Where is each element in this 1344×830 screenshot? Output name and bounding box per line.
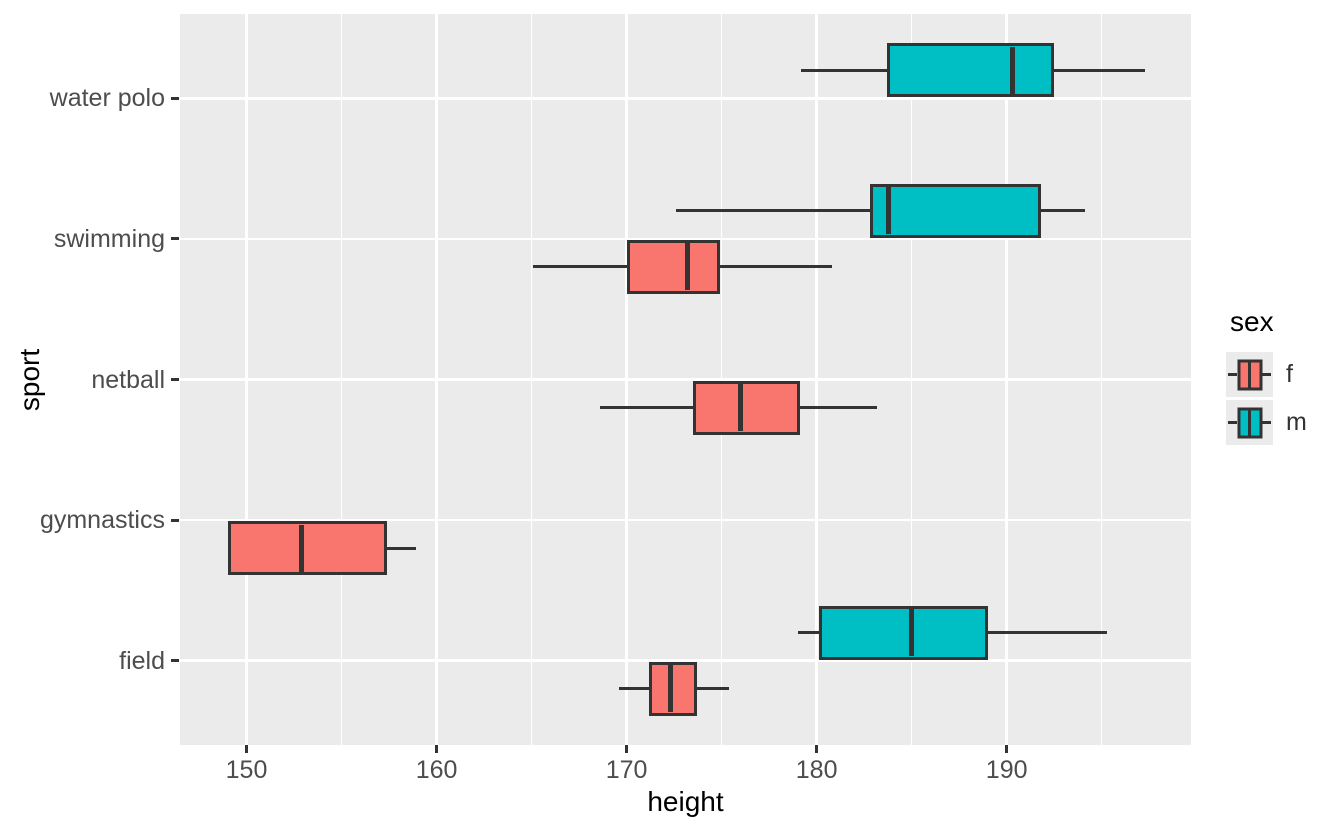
- boxplot-swimming-m-median: [886, 187, 892, 235]
- boxplot-gymnastics-f-median: [299, 524, 305, 572]
- legend-key-m: [1226, 400, 1273, 445]
- y-axis-tick-label-field: field: [119, 646, 165, 675]
- x-axis-title: height: [647, 786, 724, 817]
- y-axis-tick-water-polo: [171, 96, 179, 100]
- gridline-gymnastics: [180, 518, 1191, 522]
- boxplot-netball-f-median: [738, 384, 744, 431]
- boxplot-water-polo-m-median: [1009, 46, 1015, 94]
- boxplot-whisker-left-icon: [1228, 373, 1237, 376]
- y-axis-tick-swimming: [171, 237, 179, 241]
- legend-label-f: f: [1286, 360, 1293, 388]
- legend-key-f: [1226, 352, 1273, 397]
- x-axis-tick-150: [245, 745, 248, 753]
- legend-entry-f: f: [1226, 352, 1307, 397]
- y-axis-tick-label-gymnastics: gymnastics: [39, 506, 165, 535]
- y-axis-tick-label-water-polo: water polo: [49, 84, 165, 113]
- gridline-netball: [180, 378, 1191, 381]
- x-axis-tick-160: [435, 745, 439, 753]
- boxplot-swimming-m-box: [869, 183, 1041, 238]
- boxplot-gymnastics-f-box: [227, 521, 388, 576]
- y-axis-tick-netball: [171, 378, 179, 381]
- x-axis-tick-180: [815, 745, 819, 753]
- legend: sex f m: [1226, 306, 1307, 448]
- legend-entry-m: m: [1226, 400, 1307, 445]
- gridline-field: [180, 659, 1191, 662]
- boxplot-median-icon: [1248, 410, 1251, 435]
- legend-label-m: m: [1286, 408, 1307, 436]
- boxplot-median-icon: [1248, 362, 1251, 387]
- x-axis-tick-label-190: 190: [985, 756, 1028, 784]
- x-axis-tick-label-180: 180: [795, 756, 838, 784]
- boxplot-field-m-median: [909, 609, 915, 657]
- boxplot-glyph-icon: [1237, 407, 1262, 438]
- gridline-swimming: [180, 237, 1191, 241]
- y-axis-tick-label-netball: netball: [91, 365, 165, 394]
- legend-title: sex: [1230, 306, 1274, 337]
- boxplot-swimming-f-median: [684, 243, 690, 291]
- boxplot-field-f-box: [649, 661, 697, 716]
- y-axis-tick-field: [171, 659, 179, 663]
- boxplot-swimming-f-box: [626, 239, 720, 294]
- x-axis-tick-label-160: 160: [415, 756, 458, 784]
- y-axis-tick-label-swimming: swimming: [53, 224, 165, 253]
- plot-panel: [180, 14, 1191, 745]
- gridline-water-polo: [180, 97, 1191, 100]
- x-axis-tick-170: [625, 745, 629, 753]
- x-axis-tick-label-170: 170: [605, 756, 648, 784]
- x-axis-tick-190: [1005, 745, 1009, 753]
- x-axis-tick-label-150: 150: [225, 756, 268, 784]
- boxplot-whisker-right-icon: [1262, 373, 1271, 376]
- boxplot-glyph-icon: [1237, 359, 1262, 390]
- boxplot-whisker-right-icon: [1262, 421, 1271, 424]
- y-axis-tick-gymnastics: [171, 518, 179, 522]
- boxplot-field-f-median: [667, 665, 673, 713]
- boxplot-netball-f-box: [693, 380, 800, 435]
- boxplot-field-m-box: [818, 605, 988, 660]
- boxplot-whisker-left-icon: [1228, 421, 1237, 424]
- boxplot-water-polo-m-box: [886, 43, 1055, 98]
